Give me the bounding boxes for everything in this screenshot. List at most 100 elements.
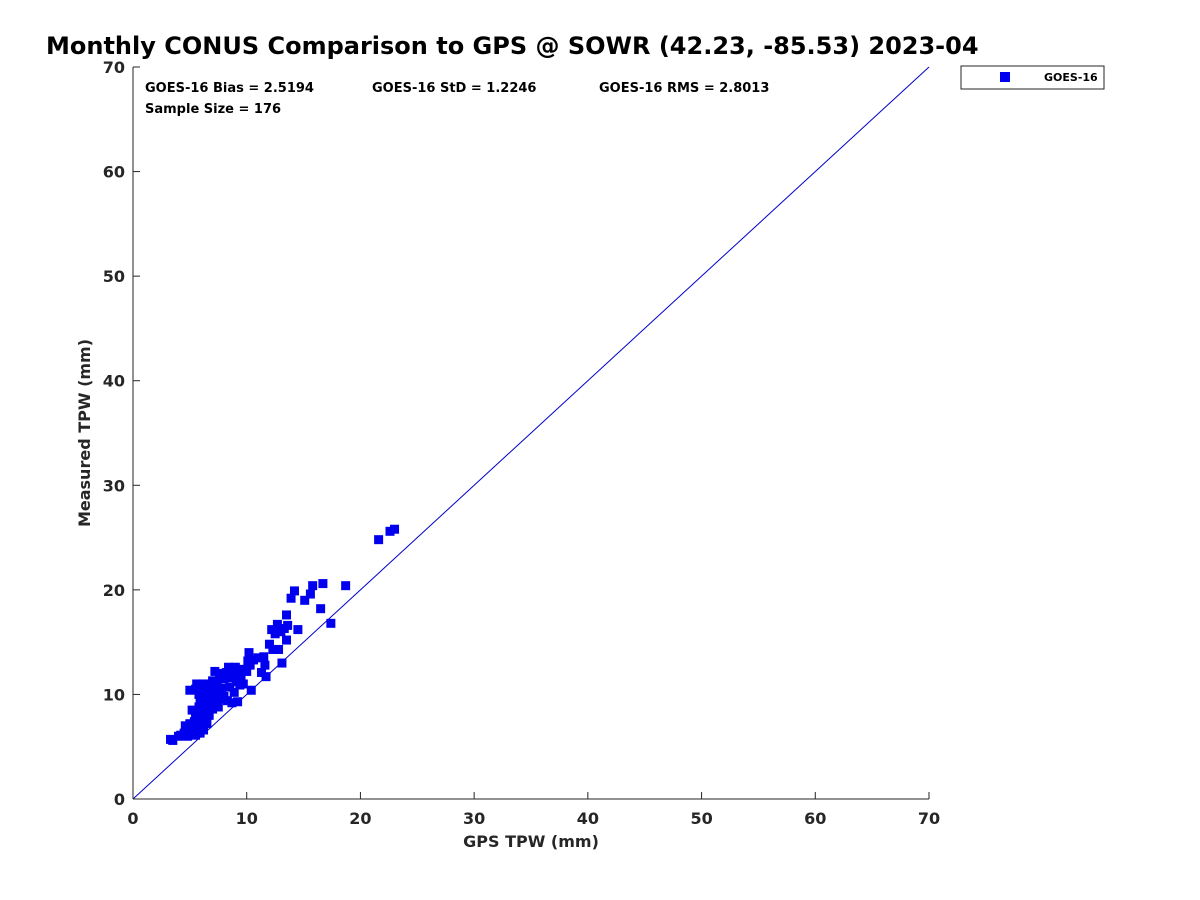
y-axis-label: Measured TPW (mm) (75, 339, 94, 527)
x-tick-label: 30 (463, 809, 485, 828)
y-tick-label: 0 (114, 790, 125, 809)
x-tick-label: 20 (349, 809, 371, 828)
y-tick-label: 60 (103, 163, 125, 182)
y-tick-label: 10 (103, 685, 125, 704)
data-point (206, 698, 216, 708)
data-point (188, 723, 198, 733)
data-point (194, 702, 204, 712)
data-point (246, 685, 256, 695)
data-point (244, 648, 254, 658)
stat-rms: GOES-16 RMS = 2.8013 (599, 81, 769, 96)
data-point (286, 593, 296, 603)
data-point (230, 662, 240, 672)
data-point (308, 581, 318, 591)
data-point (202, 702, 212, 712)
data-point (318, 579, 328, 589)
data-point (259, 652, 269, 662)
data-point (272, 619, 282, 629)
data-point (270, 629, 280, 639)
data-point (245, 660, 255, 670)
data-point (191, 684, 201, 694)
data-point (253, 653, 263, 663)
data-point (293, 625, 303, 635)
data-point (201, 686, 211, 696)
x-tick-label: 0 (127, 809, 138, 828)
data-point (341, 581, 351, 591)
data-point (264, 639, 274, 649)
legend: GOES-16 (960, 65, 1105, 90)
x-ticks-group: 0 10 20 30 40 50 60 70 (127, 792, 940, 828)
data-point (227, 698, 237, 708)
data-point (326, 618, 336, 628)
data-point (237, 664, 247, 674)
data-point (224, 662, 234, 672)
chart-title: Monthly CONUS Comparison to GPS @ SOWR (… (46, 32, 979, 60)
data-point (316, 604, 326, 614)
data-point (197, 679, 207, 689)
y-tick-label: 70 (103, 58, 125, 77)
data-point (221, 667, 231, 677)
data-point (217, 683, 227, 693)
data-point (185, 685, 195, 695)
y-ticks-group: 0 10 20 30 40 50 60 70 (103, 58, 140, 809)
data-point (194, 689, 204, 699)
data-point (199, 725, 209, 735)
data-point (274, 644, 284, 654)
legend-entry-goes16: GOES-16 (1044, 71, 1098, 84)
data-point (236, 672, 246, 682)
data-point (300, 595, 310, 605)
x-tick-label: 60 (804, 809, 826, 828)
data-point (217, 669, 227, 679)
stat-std: GOES-16 StD = 1.2246 (372, 81, 536, 96)
data-point (209, 693, 219, 703)
data-point (210, 666, 220, 676)
data-point (283, 620, 293, 630)
data-point (238, 679, 248, 689)
data-point (282, 635, 292, 645)
data-point (225, 682, 235, 692)
data-point (192, 679, 202, 689)
data-point (260, 660, 270, 670)
data-point (183, 731, 193, 741)
data-point (249, 655, 259, 665)
data-point (289, 586, 299, 596)
data-point (213, 688, 223, 698)
x-tick-label: 70 (918, 809, 940, 828)
legend-marker (1000, 72, 1010, 82)
data-point (204, 710, 214, 720)
x-tick-label: 50 (690, 809, 712, 828)
data-point (261, 672, 271, 682)
stat-sample-size: Sample Size = 176 (145, 102, 281, 117)
data-point (205, 681, 215, 691)
x-tick-label: 10 (236, 809, 258, 828)
data-point (390, 524, 400, 534)
data-point (202, 719, 212, 729)
x-tick-label: 40 (577, 809, 599, 828)
data-point (222, 696, 232, 706)
y-tick-label: 40 (103, 372, 125, 391)
data-point (168, 735, 178, 745)
data-point (242, 666, 252, 676)
data-point (268, 644, 278, 654)
legend-box (960, 65, 1105, 90)
data-point (212, 679, 222, 689)
data-point (219, 674, 229, 684)
data-point (229, 687, 239, 697)
data-point (385, 526, 395, 536)
y-tick-label: 20 (103, 581, 125, 600)
data-point (213, 702, 223, 712)
data-point (208, 676, 218, 686)
data-point (256, 667, 266, 677)
data-point (277, 658, 287, 668)
data-point (180, 721, 190, 731)
x-axis-label: GPS TPW (mm) (463, 832, 599, 851)
data-point (374, 535, 384, 545)
y-tick-label: 30 (103, 476, 125, 495)
data-point (226, 673, 236, 683)
points-group (166, 524, 400, 745)
data-point (282, 610, 292, 620)
data-point (305, 589, 315, 599)
data-point (233, 697, 243, 707)
stat-bias: GOES-16 Bias = 2.5194 (145, 81, 314, 96)
